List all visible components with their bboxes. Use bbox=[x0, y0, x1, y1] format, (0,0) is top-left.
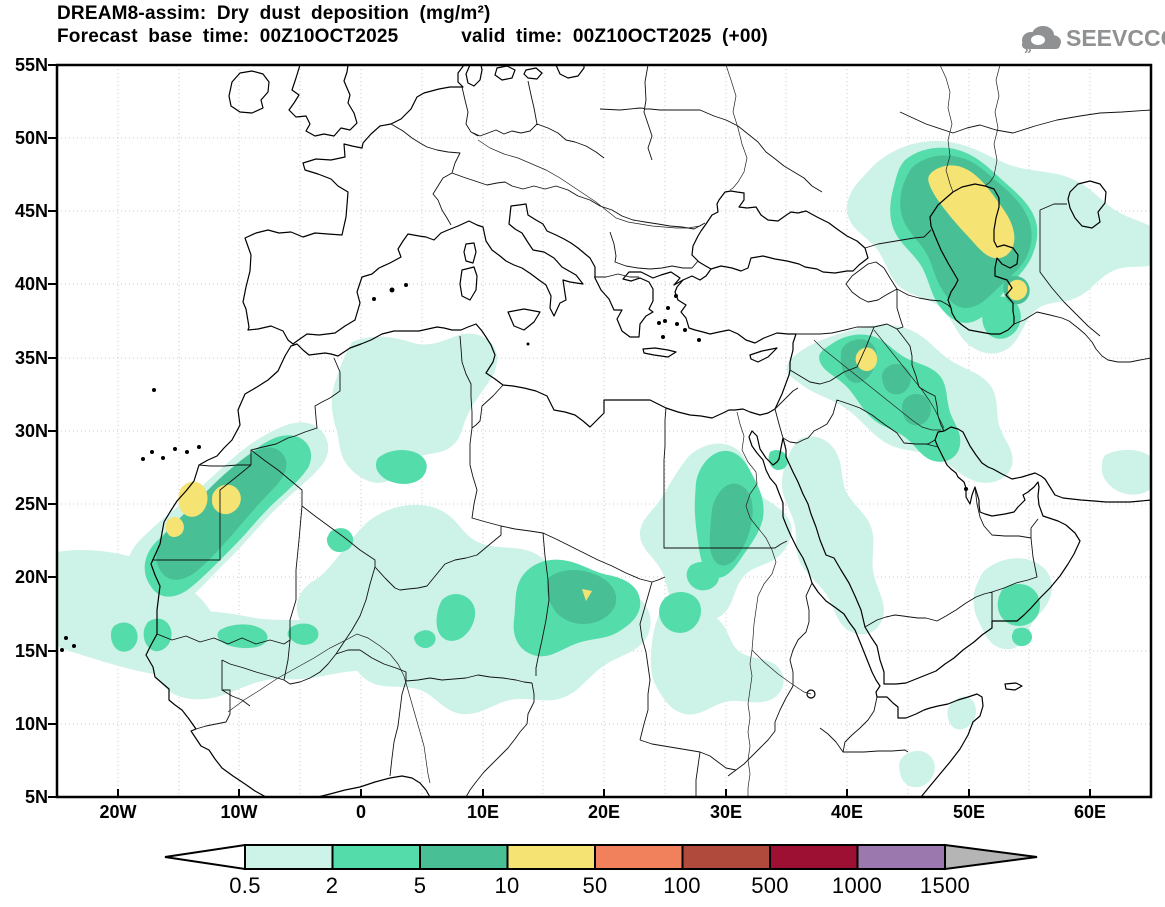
country-borders bbox=[152, 65, 1151, 797]
colorbar-label-50: 50 bbox=[582, 873, 608, 898]
lon-label-10e: 10E bbox=[466, 802, 500, 822]
colorbar-segment bbox=[244, 844, 334, 870]
rivers bbox=[227, 65, 1001, 797]
lon-label-0: 0 bbox=[355, 802, 366, 822]
dust-contours bbox=[57, 140, 1151, 788]
colorbar bbox=[164, 843, 1038, 871]
lat-label-45n: 45N bbox=[14, 201, 48, 221]
colorbar-segment bbox=[769, 844, 859, 870]
lat-label-20n: 20N bbox=[14, 567, 48, 587]
colorbar-label-1500: 1500 bbox=[919, 873, 971, 898]
colorbar-segment bbox=[594, 844, 684, 870]
svg-text:»: » bbox=[1024, 41, 1032, 57]
lon-label-50e: 50E bbox=[952, 802, 986, 822]
plot-subtitle: Forecast base time: 00Z10OCT2025 valid t… bbox=[57, 26, 768, 47]
lon-label-10w: 10W bbox=[220, 802, 258, 822]
lat-label-50n: 50N bbox=[14, 128, 48, 148]
colorbar-label-500: 500 bbox=[751, 873, 789, 898]
colorbar-right-arrow bbox=[944, 843, 1038, 871]
colorbar-label-10: 10 bbox=[494, 873, 520, 898]
colorbar-segment bbox=[681, 844, 771, 870]
lon-label-30e: 30E bbox=[709, 802, 743, 822]
lat-label-55n: 55N bbox=[14, 55, 48, 75]
lat-label-35n: 35N bbox=[14, 348, 48, 368]
lat-label-15n: 15N bbox=[14, 641, 48, 661]
colorbar-segment bbox=[856, 844, 946, 870]
lat-label-10n: 10N bbox=[14, 714, 48, 734]
lat-label-5n: 5N bbox=[24, 787, 48, 807]
lat-label-30n: 30N bbox=[14, 421, 48, 441]
colorbar-label-0p5: 0.5 bbox=[229, 873, 261, 898]
lon-label-20e: 20E bbox=[587, 802, 621, 822]
coastlines bbox=[60, 65, 1151, 797]
dust-level-10 bbox=[165, 165, 1028, 601]
lon-label-40e: 40E bbox=[830, 802, 864, 822]
colorbar-left-arrow bbox=[164, 843, 246, 871]
lat-ticks bbox=[48, 64, 57, 798]
cloud-logo-icon: » bbox=[1022, 26, 1061, 57]
colorbar-segment bbox=[331, 844, 421, 870]
colorbar-label-1000: 1000 bbox=[831, 873, 883, 898]
small-islands bbox=[60, 283, 968, 652]
colorbar-segment bbox=[506, 844, 596, 870]
lon-ticks bbox=[117, 789, 1091, 797]
colorbar-label-100: 100 bbox=[663, 873, 701, 898]
colorbar-label-2: 2 bbox=[325, 873, 339, 898]
lon-label-60e: 60E bbox=[1073, 802, 1107, 822]
lat-label-25n: 25N bbox=[14, 494, 48, 514]
colorbar-segment bbox=[419, 844, 509, 870]
lon-label-20w: 20W bbox=[99, 802, 137, 822]
seevccc-logo-text: SEEVCCC bbox=[1066, 25, 1165, 51]
plot-title: DREAM8-assim: Dry dust deposition (mg/m²… bbox=[57, 3, 491, 24]
map-frame bbox=[48, 63, 1153, 799]
colorbar-label-5: 5 bbox=[413, 873, 427, 898]
lat-label-40n: 40N bbox=[14, 274, 48, 294]
